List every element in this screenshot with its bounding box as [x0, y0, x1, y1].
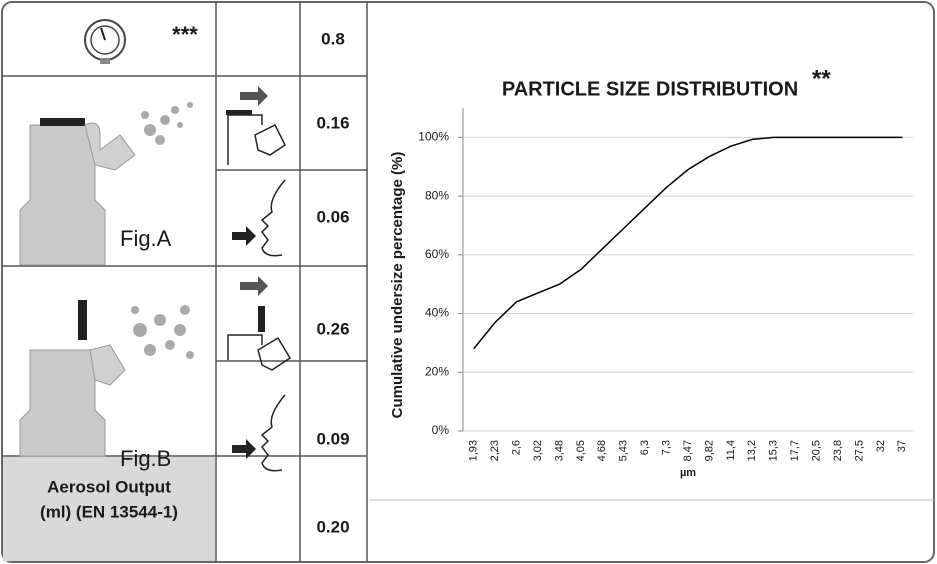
- x-tick-label: 4,05: [575, 440, 587, 461]
- value-cell: 0.20: [316, 517, 349, 536]
- chart-title: PARTICLE SIZE DISTRIBUTION: [502, 78, 798, 100]
- y-tick-label: 40%: [425, 306, 449, 320]
- fig-a-label: Fig.A: [120, 226, 172, 251]
- x-tick-label: 2,23: [489, 440, 501, 461]
- value-cell: 0.09: [316, 429, 349, 448]
- footer-label: Aerosol Output: [47, 477, 171, 496]
- y-tick-label: 60%: [425, 247, 449, 261]
- x-tick-label: 37: [896, 440, 908, 452]
- x-axis-label: µm: [680, 467, 696, 479]
- x-tick-label: 1,93: [468, 440, 480, 461]
- y-tick-label: 0%: [432, 423, 450, 437]
- y-tick-label: 80%: [425, 188, 449, 202]
- footer-cell: [3, 457, 215, 561]
- header-symbol: ***: [172, 22, 198, 47]
- gauge-icon: [84, 19, 126, 64]
- x-tick-label: 2,6: [510, 440, 522, 455]
- value-cell: 0.16: [316, 113, 349, 132]
- y-tick-label: 20%: [425, 364, 449, 378]
- footer-label: (ml) (EN 13544-1): [40, 502, 178, 521]
- y-axis-label: Cumulative undersize percentage (%): [389, 152, 406, 419]
- x-tick-label: 32: [875, 440, 887, 452]
- x-tick-label: 8,47: [682, 440, 694, 461]
- x-tick-label: 23,8: [832, 440, 844, 461]
- x-tick-label: 3,02: [532, 440, 544, 461]
- fig-b-label: Fig.B: [120, 446, 171, 471]
- x-tick-label: 9,82: [703, 440, 715, 461]
- x-tick-label: 11,4: [725, 440, 737, 461]
- flow-icons: [226, 86, 292, 472]
- value-cell: 0.8: [321, 29, 345, 48]
- x-tick-label: 6,3: [639, 440, 651, 455]
- x-tick-label: 3,48: [553, 440, 565, 461]
- x-tick-label: 17,7: [789, 440, 801, 461]
- data-line: [473, 136, 903, 350]
- nebulizer-fig-b: [19, 300, 194, 457]
- x-tick-label: 7,3: [660, 440, 672, 455]
- x-tick-label: 13,2: [746, 440, 758, 461]
- x-tick-label: 20,5: [810, 440, 822, 461]
- x-tick-label: 27,5: [853, 440, 865, 461]
- value-cell: 0.26: [316, 319, 349, 338]
- x-tick-label: 5,43: [618, 440, 630, 461]
- y-tick-label: 100%: [418, 130, 449, 144]
- x-tick-label: 15,3: [768, 440, 780, 461]
- nebulizer-fig-a: [19, 102, 193, 266]
- title-note: **: [812, 65, 831, 92]
- value-cell: 0.06: [316, 207, 349, 226]
- x-tick-label: 4,68: [596, 440, 608, 461]
